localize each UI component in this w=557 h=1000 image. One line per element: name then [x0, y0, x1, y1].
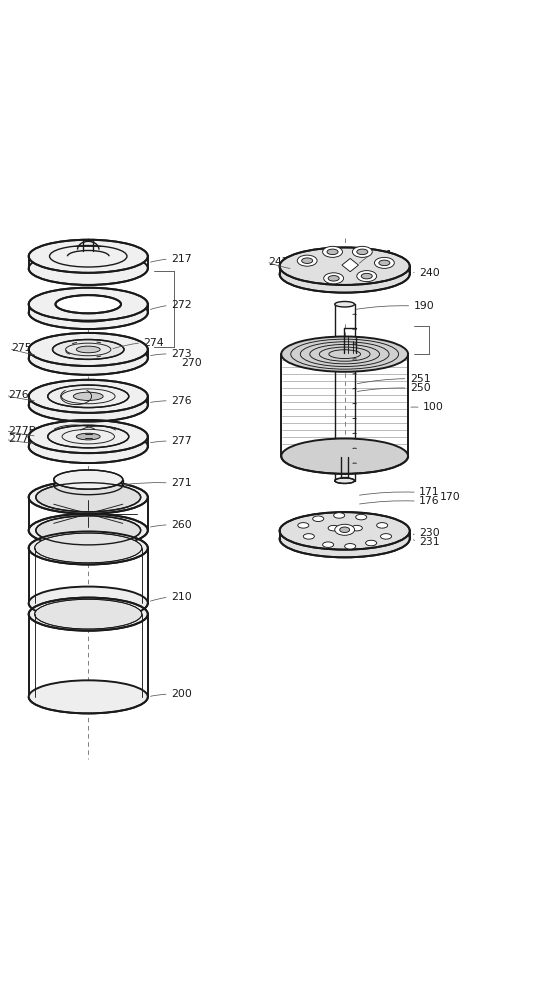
- Ellipse shape: [334, 513, 345, 518]
- Ellipse shape: [48, 385, 129, 408]
- Ellipse shape: [52, 340, 124, 359]
- Ellipse shape: [29, 342, 148, 375]
- Ellipse shape: [280, 512, 410, 550]
- Ellipse shape: [35, 533, 142, 563]
- Ellipse shape: [297, 255, 317, 266]
- Ellipse shape: [353, 246, 372, 257]
- Ellipse shape: [29, 531, 148, 565]
- Ellipse shape: [280, 255, 410, 293]
- Ellipse shape: [29, 598, 148, 631]
- Text: 231: 231: [419, 537, 439, 547]
- Ellipse shape: [304, 534, 314, 539]
- Text: 272: 272: [171, 300, 192, 310]
- Text: 276: 276: [171, 396, 192, 406]
- Ellipse shape: [357, 271, 377, 282]
- Ellipse shape: [328, 276, 339, 281]
- Ellipse shape: [327, 249, 338, 255]
- Text: 230: 230: [419, 528, 440, 538]
- Text: 274: 274: [143, 338, 164, 348]
- Text: 260: 260: [171, 520, 192, 530]
- Ellipse shape: [374, 257, 394, 268]
- Ellipse shape: [280, 247, 410, 285]
- Ellipse shape: [281, 336, 408, 372]
- Text: 273: 273: [171, 349, 192, 359]
- Polygon shape: [342, 258, 359, 272]
- Ellipse shape: [36, 516, 141, 545]
- Text: 190: 190: [414, 301, 434, 311]
- Ellipse shape: [324, 273, 344, 284]
- Ellipse shape: [29, 296, 148, 329]
- Ellipse shape: [29, 430, 148, 463]
- Ellipse shape: [29, 514, 148, 547]
- Text: 217: 217: [171, 254, 192, 264]
- Ellipse shape: [357, 249, 368, 255]
- Text: 170: 170: [440, 492, 461, 502]
- Ellipse shape: [345, 544, 356, 549]
- Text: 277A: 277A: [8, 434, 36, 444]
- Ellipse shape: [48, 425, 129, 448]
- Text: 243: 243: [361, 278, 382, 288]
- Ellipse shape: [29, 420, 148, 453]
- Text: 277: 277: [171, 436, 192, 446]
- Ellipse shape: [356, 514, 367, 520]
- Text: 276A: 276A: [8, 390, 36, 400]
- Text: 271: 271: [171, 478, 192, 488]
- Ellipse shape: [29, 587, 148, 620]
- Ellipse shape: [35, 599, 142, 629]
- Text: 275: 275: [11, 343, 32, 353]
- Ellipse shape: [56, 303, 121, 322]
- Ellipse shape: [335, 524, 355, 535]
- Ellipse shape: [281, 439, 408, 474]
- Ellipse shape: [29, 680, 148, 713]
- Text: 200: 200: [171, 689, 192, 699]
- Ellipse shape: [29, 380, 148, 413]
- Ellipse shape: [56, 295, 121, 313]
- Ellipse shape: [323, 542, 334, 547]
- Ellipse shape: [53, 476, 123, 495]
- Ellipse shape: [76, 433, 100, 440]
- Text: 210: 210: [171, 592, 192, 602]
- Ellipse shape: [323, 246, 343, 257]
- Text: 277B: 277B: [8, 426, 36, 436]
- Ellipse shape: [379, 260, 390, 266]
- Ellipse shape: [29, 389, 148, 422]
- Ellipse shape: [53, 470, 123, 489]
- Text: 242: 242: [268, 257, 289, 267]
- Ellipse shape: [351, 525, 362, 531]
- Text: 176: 176: [419, 496, 439, 506]
- Ellipse shape: [298, 523, 309, 528]
- Ellipse shape: [76, 346, 100, 353]
- Ellipse shape: [312, 516, 324, 522]
- Ellipse shape: [335, 478, 355, 483]
- Text: 250: 250: [410, 383, 431, 393]
- Ellipse shape: [29, 333, 148, 366]
- Text: 251: 251: [410, 374, 431, 384]
- Text: 241: 241: [372, 250, 393, 260]
- Ellipse shape: [340, 527, 350, 533]
- Ellipse shape: [365, 540, 377, 546]
- Text: 100: 100: [423, 402, 444, 412]
- Ellipse shape: [29, 481, 148, 514]
- Ellipse shape: [280, 520, 410, 557]
- Ellipse shape: [29, 240, 148, 273]
- Ellipse shape: [302, 258, 312, 263]
- Ellipse shape: [335, 301, 355, 307]
- Ellipse shape: [74, 392, 103, 400]
- Text: 171: 171: [419, 487, 439, 497]
- Ellipse shape: [36, 483, 141, 512]
- Ellipse shape: [29, 288, 148, 321]
- Text: 270: 270: [182, 358, 202, 368]
- Ellipse shape: [377, 523, 388, 528]
- Ellipse shape: [361, 273, 372, 279]
- Text: 240: 240: [419, 268, 440, 278]
- Ellipse shape: [29, 252, 148, 285]
- Ellipse shape: [328, 525, 339, 531]
- Ellipse shape: [380, 534, 392, 539]
